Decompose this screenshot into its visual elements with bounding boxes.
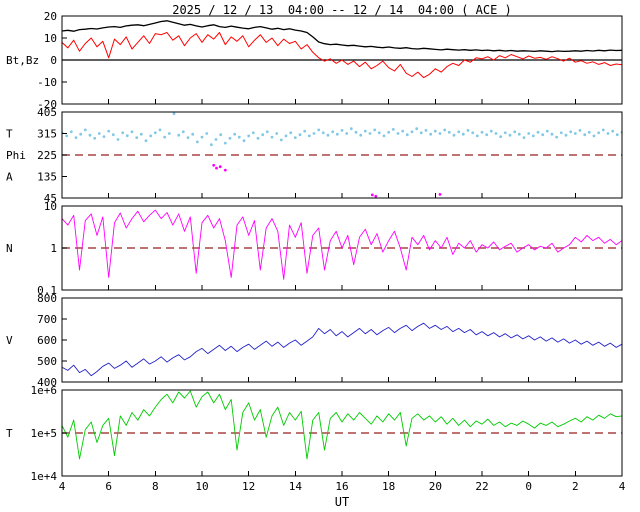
series-V bbox=[62, 322, 622, 377]
ytick-label-speed: 500 bbox=[37, 355, 57, 368]
panel-label-phi: A bbox=[6, 171, 13, 184]
ytick-label-speed: 600 bbox=[37, 334, 57, 347]
xtick-label: 20 bbox=[429, 480, 442, 493]
ytick-label-speed: 400 bbox=[37, 376, 57, 389]
plot-title: 2025 / 12 / 13 04:00 -- 12 / 14 04:00 ( … bbox=[172, 3, 512, 17]
xtick-label: 22 bbox=[475, 480, 488, 493]
panel-frame-speed bbox=[61, 297, 623, 383]
ytick-label-phi: 225 bbox=[37, 149, 57, 162]
panel-label-density: N bbox=[6, 242, 13, 255]
ytick-label-phi: 315 bbox=[37, 128, 57, 141]
panel-phi: 405 315 225 135 45 T Phi A bbox=[6, 106, 623, 205]
ytick-label-bt-bz: 10 bbox=[44, 32, 57, 45]
panel-density: 10 1 0.1 N bbox=[6, 200, 623, 297]
xtick-label: 0 bbox=[525, 480, 532, 493]
series-T bbox=[62, 390, 622, 460]
panel-speed: 800 700 600 500 400 V bbox=[6, 292, 623, 389]
ytick-label-bt-bz: 0 bbox=[50, 54, 57, 67]
ytick-label-bt-bz: 20 bbox=[44, 10, 57, 23]
panel-label-phi: Phi bbox=[6, 149, 26, 162]
panel-label-temperature: T bbox=[6, 427, 13, 440]
ytick-label-temperature: 1e+6 bbox=[31, 384, 58, 397]
xtick-label: 6 bbox=[105, 480, 112, 493]
xtick-label: 8 bbox=[152, 480, 159, 493]
panel-temperature: 1e+6 1e+5 1e+4 T bbox=[6, 384, 623, 483]
panel-label-speed: V bbox=[6, 334, 13, 347]
xtick-label: 10 bbox=[195, 480, 208, 493]
series-Bz bbox=[62, 32, 622, 79]
ytick-label-phi: 45 bbox=[44, 192, 57, 205]
ytick-label-phi: 135 bbox=[37, 171, 57, 184]
x-axis-title: UT bbox=[334, 495, 350, 509]
series-Phi-outliers bbox=[212, 163, 442, 198]
xtick-label: 4 bbox=[59, 480, 66, 493]
ytick-label-density: 0.1 bbox=[37, 284, 57, 297]
x-axis-labels: 4 6 8 10 12 14 16 18 20 22 0 2 4 bbox=[59, 480, 626, 493]
panel-label-bt-bz: Bt,Bz bbox=[6, 54, 39, 67]
ytick-label-temperature: 1e+4 bbox=[31, 470, 58, 483]
xtick-label: 18 bbox=[382, 480, 395, 493]
xtick-label: 2 bbox=[572, 480, 579, 493]
panel-label-phi: T bbox=[6, 128, 13, 141]
xtick-label: 14 bbox=[289, 480, 303, 493]
xtick-label: 4 bbox=[619, 480, 626, 493]
ytick-label-density: 1 bbox=[50, 242, 57, 255]
xtick-label: 12 bbox=[242, 480, 255, 493]
series-Bt bbox=[62, 20, 622, 53]
ytick-label-phi: 405 bbox=[37, 106, 57, 119]
panel-bt-bz: 20 10 0 -10 -20 Bt,Bz bbox=[6, 10, 623, 111]
series-N bbox=[62, 209, 622, 280]
ytick-label-bt-bz: -10 bbox=[37, 76, 57, 89]
ytick-label-speed: 700 bbox=[37, 313, 57, 326]
series-Phi bbox=[62, 112, 622, 147]
xtick-label: 16 bbox=[335, 480, 348, 493]
ytick-label-bt-bz: -20 bbox=[37, 98, 57, 111]
ytick-label-temperature: 1e+5 bbox=[31, 427, 58, 440]
ytick-label-density: 10 bbox=[44, 200, 57, 213]
ytick-label-speed: 800 bbox=[37, 292, 57, 305]
